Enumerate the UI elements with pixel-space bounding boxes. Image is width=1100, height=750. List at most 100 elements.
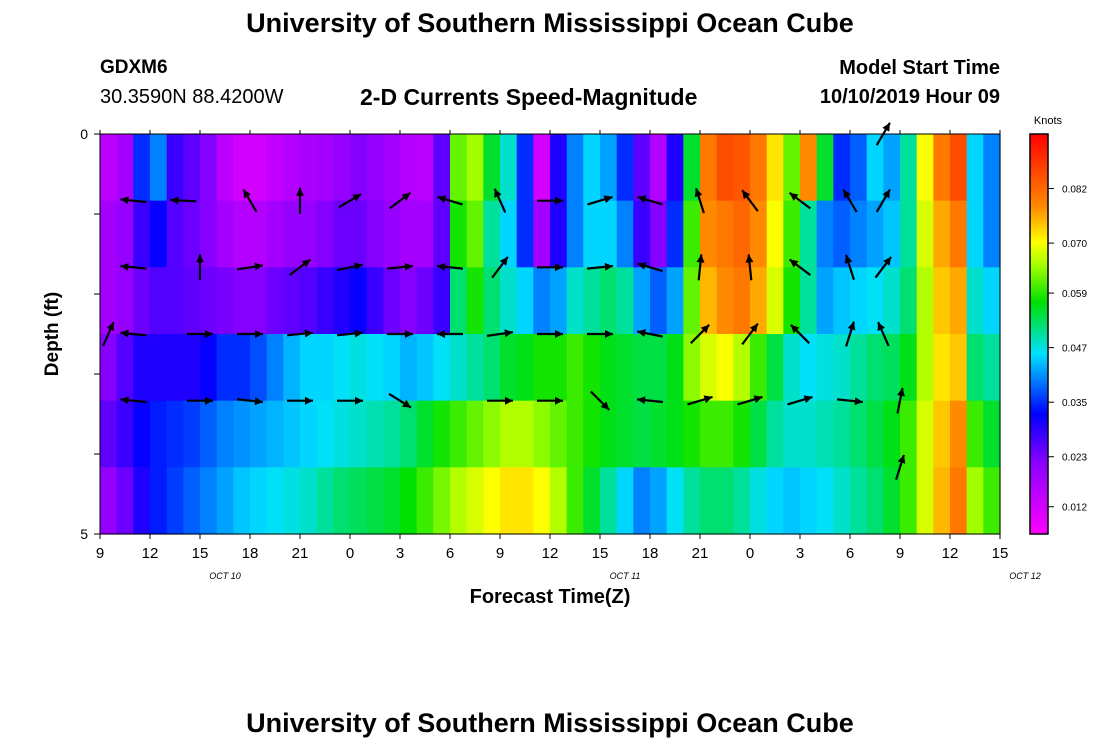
heatmap-cell bbox=[750, 400, 768, 468]
heatmap-cell bbox=[566, 334, 584, 402]
current-vector bbox=[236, 397, 264, 406]
heatmap-cell bbox=[850, 200, 868, 268]
heatmap-cell bbox=[450, 134, 468, 202]
current-vector bbox=[387, 330, 413, 338]
heatmap-cell bbox=[700, 200, 718, 268]
heatmap-cell bbox=[466, 334, 484, 402]
heatmap-cell bbox=[266, 134, 284, 202]
current-vector bbox=[741, 322, 759, 346]
heatmap-cell bbox=[716, 334, 734, 402]
current-vector bbox=[587, 330, 613, 338]
heatmap-cell bbox=[716, 400, 734, 468]
heatmap-cell bbox=[433, 400, 451, 468]
heatmap-cell bbox=[266, 267, 284, 335]
heatmap-cell bbox=[533, 200, 551, 268]
heatmap-cell bbox=[933, 200, 951, 268]
heatmap-cell bbox=[716, 467, 734, 535]
heatmap-cell bbox=[416, 334, 434, 402]
heatmap-cell bbox=[800, 267, 818, 335]
heatmap-cell bbox=[216, 467, 234, 535]
current-vector bbox=[388, 392, 412, 409]
heatmap-cell bbox=[233, 267, 251, 335]
heatmap-cell bbox=[300, 467, 318, 535]
heatmap-cell bbox=[500, 267, 518, 335]
heatmap-cell bbox=[583, 400, 601, 468]
heatmap-cell bbox=[550, 200, 568, 268]
current-vector bbox=[745, 254, 754, 281]
current-vector bbox=[196, 254, 204, 281]
heatmap-cell bbox=[200, 134, 218, 202]
heatmap-cell bbox=[400, 400, 418, 468]
heatmap-cell bbox=[783, 467, 801, 535]
heatmap-cell bbox=[700, 400, 718, 468]
heatmap-cell bbox=[150, 200, 168, 268]
heatmap-cell bbox=[683, 334, 701, 402]
current-vector bbox=[386, 262, 414, 271]
heatmap-cell bbox=[366, 400, 384, 468]
heatmap-cell bbox=[616, 400, 634, 468]
current-vector bbox=[787, 395, 813, 406]
heatmap-cell bbox=[333, 467, 351, 535]
current-vector bbox=[637, 262, 663, 273]
heatmap-cell bbox=[350, 400, 368, 468]
current-vector bbox=[875, 188, 891, 213]
heatmap-cell bbox=[833, 134, 851, 202]
heatmap-cell bbox=[733, 267, 751, 335]
x-axis-label: Forecast Time(Z) bbox=[470, 586, 631, 608]
heatmap-cell bbox=[116, 134, 134, 202]
heatmap-cell bbox=[516, 400, 534, 468]
heatmap-cell bbox=[550, 267, 568, 335]
heatmap-cell bbox=[366, 334, 384, 402]
heatmap-cell bbox=[650, 200, 668, 268]
colorbar-gradient bbox=[1029, 133, 1049, 535]
heatmap-cell bbox=[616, 334, 634, 402]
heatmap-cell bbox=[916, 134, 934, 202]
x-date-label: OCT 10 bbox=[209, 571, 241, 581]
heatmap-cell bbox=[283, 134, 301, 202]
y-axis-label: Depth (ft) bbox=[42, 292, 63, 376]
x-tick-label: 0 bbox=[746, 545, 754, 562]
current-vector bbox=[636, 396, 664, 405]
heatmap-cell bbox=[516, 267, 534, 335]
heatmap-cell bbox=[900, 334, 918, 402]
current-vector bbox=[170, 196, 197, 205]
current-vector bbox=[437, 330, 463, 338]
heatmap-cell bbox=[300, 267, 318, 335]
current-vector bbox=[696, 254, 705, 281]
current-vector bbox=[690, 324, 710, 344]
heatmap-cell bbox=[800, 467, 818, 535]
heatmap-cell bbox=[866, 134, 884, 202]
current-vector bbox=[637, 195, 663, 206]
heatmap-cell bbox=[233, 134, 251, 202]
heatmap-cell bbox=[316, 400, 334, 468]
heatmap-cell bbox=[316, 267, 334, 335]
heatmap-cell bbox=[150, 467, 168, 535]
heatmap-cell bbox=[116, 467, 134, 535]
heatmap-cell bbox=[116, 267, 134, 335]
x-tick-label: 21 bbox=[692, 545, 709, 562]
heatmap-cell bbox=[500, 400, 518, 468]
heatmap-cell bbox=[183, 334, 201, 402]
y-axis: 05 bbox=[80, 126, 100, 542]
heatmap-cell bbox=[733, 200, 751, 268]
heatmap-cell bbox=[550, 400, 568, 468]
heatmap-cell bbox=[900, 134, 918, 202]
heatmap-cell bbox=[133, 334, 151, 402]
heatmap-cell bbox=[650, 334, 668, 402]
heatmap-cell bbox=[966, 134, 984, 202]
heatmap-cell bbox=[200, 200, 218, 268]
heatmap-cell bbox=[916, 200, 934, 268]
heatmap-cell bbox=[883, 200, 901, 268]
current-vector bbox=[436, 262, 464, 271]
heatmap-cell bbox=[883, 267, 901, 335]
heatmap-cell bbox=[483, 200, 501, 268]
heatmap-cell bbox=[333, 267, 351, 335]
heatmap-cell bbox=[816, 267, 834, 335]
heatmap-cell bbox=[866, 267, 884, 335]
heatmap-cell bbox=[800, 400, 818, 468]
heatmap-cell bbox=[233, 467, 251, 535]
heatmap-cell bbox=[766, 467, 784, 535]
current-vector bbox=[338, 193, 362, 209]
x-tick-label: 3 bbox=[796, 545, 804, 562]
heatmap-cell bbox=[966, 267, 984, 335]
